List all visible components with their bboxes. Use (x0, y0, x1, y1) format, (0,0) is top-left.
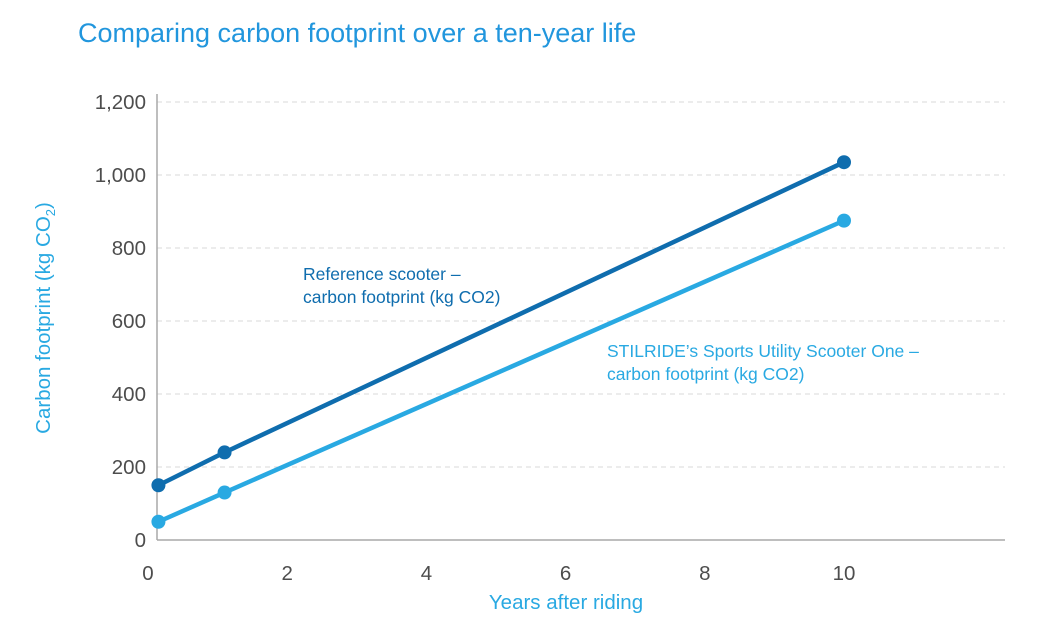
data-point-stilride-2 (837, 213, 851, 228)
data-point-stilride-1 (217, 485, 232, 500)
series-line-reference (157, 160, 845, 488)
x-tick-label-2: 2 (281, 562, 292, 585)
data-point-reference-2 (837, 155, 851, 170)
y-tick-label-200: 200 (112, 456, 146, 479)
series-label-stilride-scooter: STILRIDE’s Sports Utility Scooter One – … (607, 341, 919, 384)
y-tick-label-800: 800 (112, 237, 146, 260)
y-axis-title: Carbon footprint (kg CO2) (32, 202, 58, 434)
data-point-reference-0 (151, 478, 166, 493)
x-axis-title: Years after riding (488, 591, 644, 614)
y-tick-label-0: 0 (135, 529, 146, 552)
y-tick-label-600: 600 (112, 310, 146, 333)
x-tick-label-6: 6 (560, 562, 571, 585)
x-tick-label-0: 0 (142, 562, 153, 585)
y-tick-label-1000: 1,000 (95, 164, 146, 187)
y-axis-title-subscript: 2 (43, 208, 59, 217)
x-tick-label-4: 4 (421, 562, 432, 585)
x-tick-label-8: 8 (699, 562, 710, 585)
data-point-stilride-0 (151, 514, 166, 529)
y-tick-label-1200: 1,200 (95, 91, 146, 114)
page-title: Comparing carbon footprint over a ten-ye… (78, 18, 637, 48)
data-point-reference-1 (217, 445, 232, 460)
x-tick-label-10: 10 (833, 562, 856, 585)
series-label-reference-scooter: Reference scooter – carbon footprint (kg… (303, 264, 501, 307)
y-axis-title-text: Carbon footprint (kg CO (31, 216, 55, 434)
y-tick-label-400: 400 (112, 383, 146, 406)
y-axis-title-close-paren: ) (31, 202, 55, 209)
